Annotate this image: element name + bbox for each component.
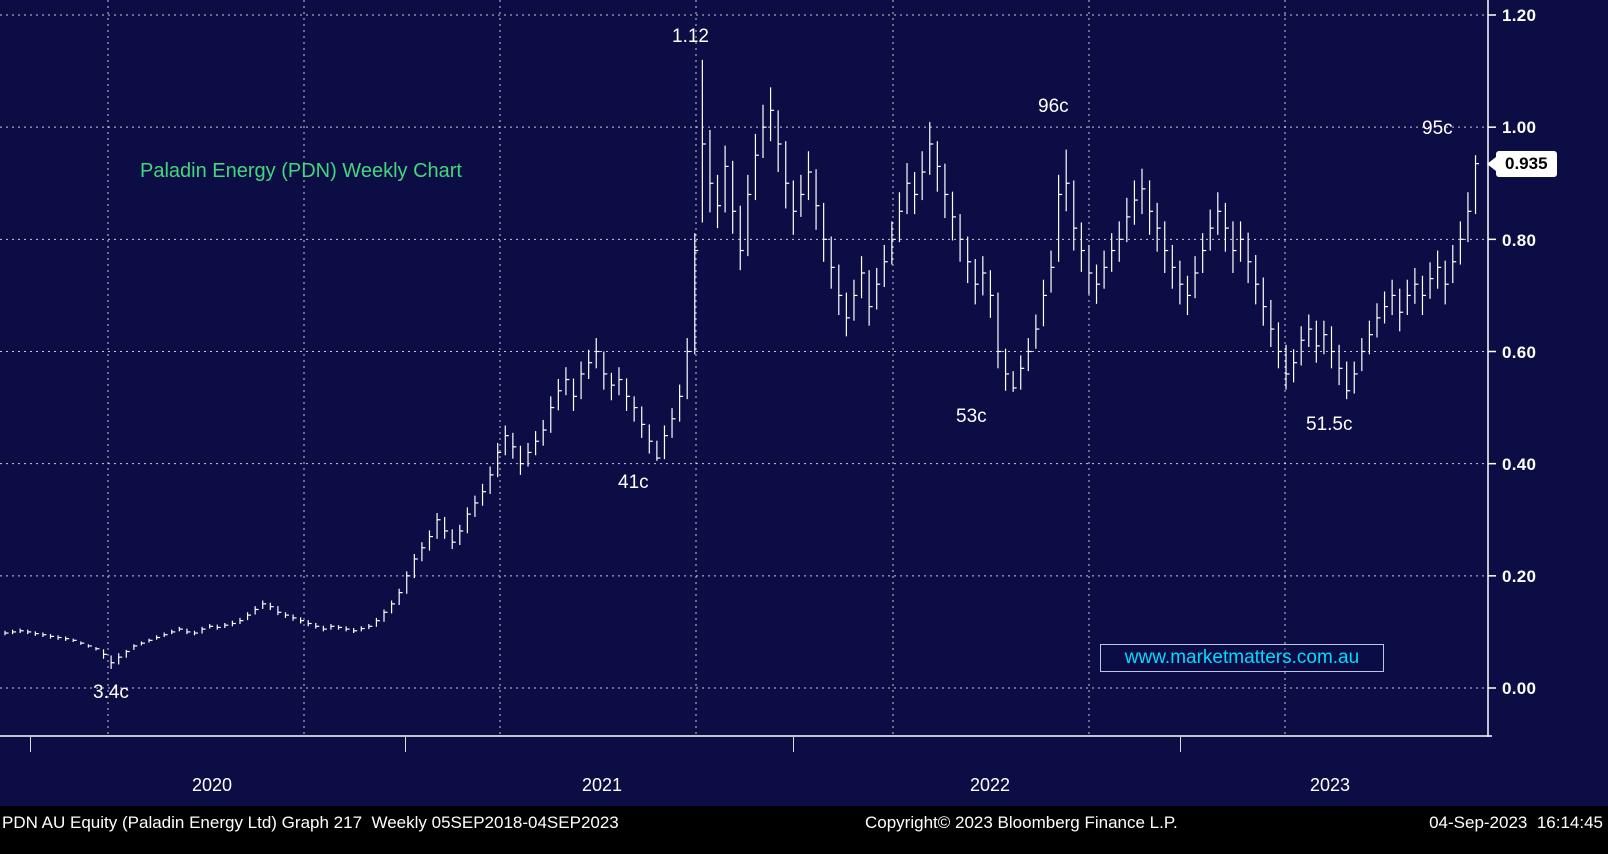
x-axis-label-2020: 2020 xyxy=(191,775,233,795)
marketmatters-watermark: www.marketmatters.com.au xyxy=(1100,644,1384,672)
gridlines xyxy=(0,0,1488,736)
y-axis-label-0-00: 0.00 xyxy=(1502,679,1537,698)
year-boundary-tick xyxy=(405,737,406,752)
weekly-price-bars xyxy=(4,59,1480,669)
price-chart-canvas[interactable] xyxy=(0,0,1608,737)
copyright-notice: Copyright© 2023 Bloomberg Finance L.P. xyxy=(865,813,1178,832)
y-axis-label-0-60: 0.60 xyxy=(1502,343,1537,362)
y-axis-label-1-20: 1.20 xyxy=(1502,6,1537,25)
year-boundary-tick xyxy=(793,737,794,752)
annotation-low-51-5c: 51.5c xyxy=(1306,414,1353,435)
annotation-high-96c: 96c xyxy=(1038,96,1069,117)
annotation-low-3-4c: 3.4c xyxy=(93,682,129,703)
x-axis-label-2021: 2021 xyxy=(581,775,623,795)
annotation-high-95c: 95c xyxy=(1422,118,1453,139)
year-boundary-tick xyxy=(1180,737,1181,752)
x-axis-label-2023: 2023 xyxy=(1309,775,1351,795)
annotation-high-1-12: 1.12 xyxy=(672,26,709,47)
x-axis-label-2022: 2022 xyxy=(969,775,1011,795)
x-axis-band: 2020 2021 2022 2023 xyxy=(0,737,1608,806)
y-axis-label-1-00: 1.00 xyxy=(1502,118,1537,137)
last-price-tag: 0.935 xyxy=(1487,151,1557,177)
y-axis-label-0-20: 0.20 xyxy=(1502,567,1537,586)
annotation-low-53c: 53c xyxy=(956,406,987,427)
bloomberg-status-bar: PDN AU Equity (Paladin Energy Ltd) Graph… xyxy=(0,806,1608,854)
security-description: PDN AU Equity (Paladin Energy Ltd) Graph… xyxy=(2,813,619,832)
chart-title: Paladin Energy (PDN) Weekly Chart xyxy=(140,160,462,182)
annotation-low-41c: 41c xyxy=(618,472,649,493)
year-boundary-tick xyxy=(30,737,31,752)
axis-lines xyxy=(0,0,1496,737)
y-axis-label-0-80: 0.80 xyxy=(1502,231,1537,250)
chart-plot-area[interactable]: Paladin Energy (PDN) Weekly Chart 1.12 9… xyxy=(0,0,1608,737)
y-axis-label-0-40: 0.40 xyxy=(1502,455,1537,474)
timestamp: 04-Sep-2023 16:14:45 xyxy=(1429,813,1603,832)
